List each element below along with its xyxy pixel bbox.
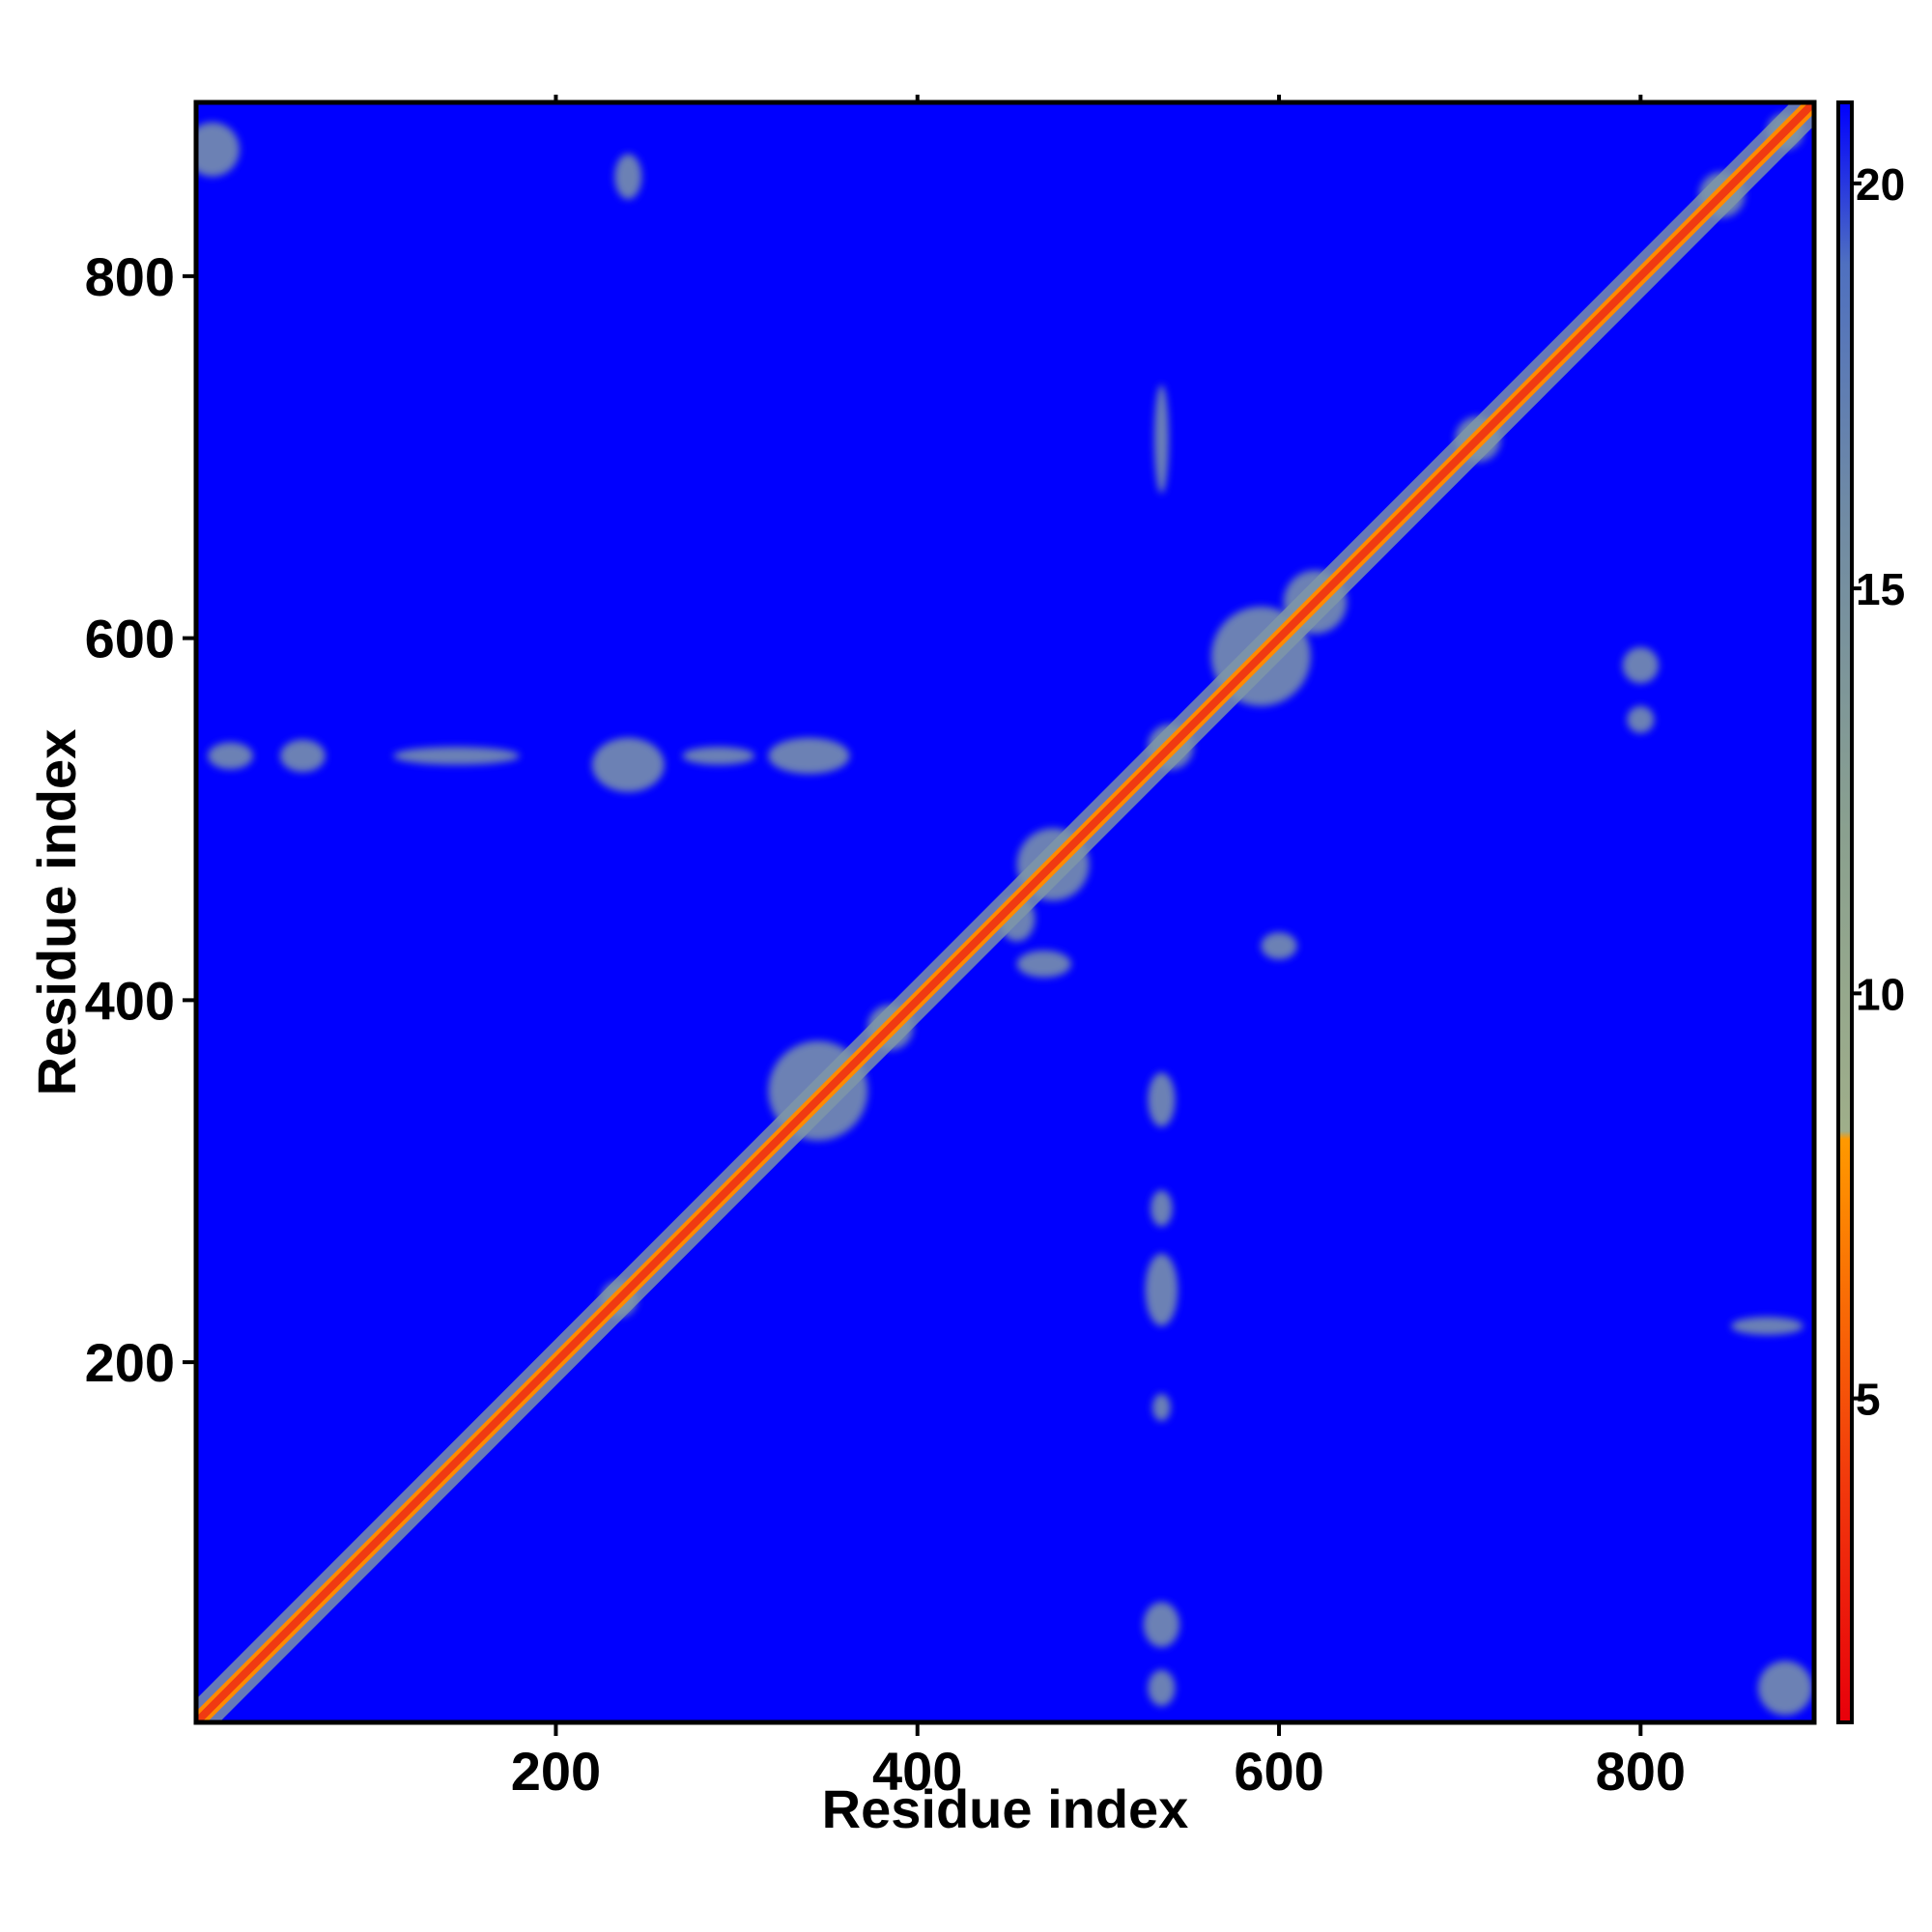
contact-region-24 (1153, 384, 1169, 494)
y-tick-label-400: 400 (85, 970, 175, 1031)
diagonal-core (196, 102, 1814, 1722)
contact-region-20 (1148, 1072, 1176, 1127)
contact-region-21 (1152, 1393, 1171, 1422)
x-axis: 200 400 600 800 (511, 95, 1686, 1802)
contact-region-10 (280, 739, 326, 773)
diagonal-band (196, 102, 1814, 1722)
contact-region-25 (1261, 932, 1297, 960)
colorbar-tick-label-10: 10 (1856, 969, 1905, 1019)
contact-region-31 (196, 122, 240, 177)
colorbar-gradient (1836, 100, 1854, 1724)
y-tick-label-200: 200 (85, 1332, 175, 1393)
contact-region-15 (768, 737, 850, 775)
x-tick-label-600: 600 (1234, 1741, 1323, 1802)
y-tick-label-800: 800 (85, 246, 175, 307)
contact-region-13 (591, 737, 665, 792)
heatmap-plot-area (193, 99, 1817, 1725)
contact-region-32 (1757, 1661, 1813, 1716)
contact-region-14 (682, 747, 755, 765)
contact-region-28 (1730, 1317, 1804, 1336)
x-tick-label-400: 400 (872, 1741, 962, 1802)
y-axis: 200 400 600 800 (85, 246, 196, 1393)
contact-region-18 (1145, 1253, 1179, 1326)
contact-region-23 (1148, 1669, 1176, 1707)
x-tick-label-800: 800 (1596, 1741, 1686, 1802)
contact-region-11 (208, 742, 253, 770)
y-tick-label-600: 600 (85, 609, 175, 669)
contact-region-16 (1627, 705, 1655, 733)
contact-region-29 (1622, 646, 1660, 684)
contact-region-30 (614, 154, 642, 200)
x-tick-label-200: 200 (511, 1741, 601, 1802)
plot-frame (193, 99, 1817, 1725)
colorbar-tick-label-5: 5 (1856, 1375, 1881, 1425)
colorbar-tick-label-15: 15 (1856, 564, 1905, 614)
contact-region-12 (392, 747, 520, 765)
y-axis-title: Residue index (26, 729, 87, 1096)
contact-region-22 (1143, 1602, 1180, 1648)
contact-region-19 (1151, 1190, 1173, 1227)
contact-region-27 (1016, 950, 1071, 978)
colorbar: 5 10 15 20 (1836, 100, 1905, 1724)
colorbar-tick-label-20: 20 (1856, 159, 1905, 210)
x-axis-title: Residue index (822, 1778, 1189, 1839)
colorbar-ticks: 5 10 15 20 (1852, 159, 1905, 1425)
